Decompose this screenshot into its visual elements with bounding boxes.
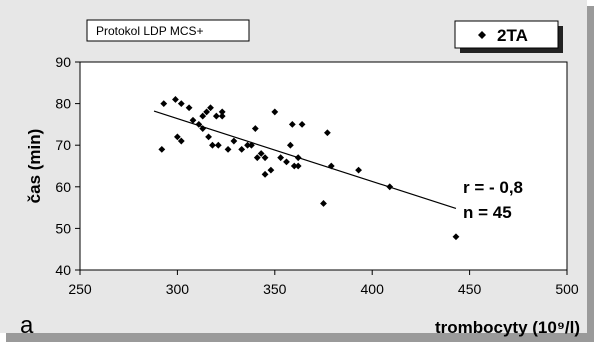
- data-point: [218, 112, 226, 120]
- data-point: [199, 125, 207, 132]
- x-axis-title: trombocyty (10⁹/l): [435, 318, 580, 337]
- data-point: [203, 108, 211, 116]
- y-axis-title: čas (min): [25, 129, 44, 204]
- y-axis: 40 50 60 70 80 90: [55, 54, 80, 278]
- data-point: [323, 129, 331, 137]
- data-point: [248, 141, 255, 149]
- x-tick-label: 350: [263, 281, 287, 297]
- data-point: [230, 137, 238, 145]
- data-point: [238, 145, 246, 153]
- data-point: [177, 100, 185, 107]
- data-point: [224, 145, 232, 153]
- panel-letter: a: [20, 312, 34, 339]
- data-point: [261, 154, 269, 162]
- data-point: [253, 154, 261, 162]
- data-point: [327, 162, 335, 170]
- x-tick-label: 450: [458, 281, 482, 297]
- data-point: [288, 121, 296, 128]
- y-tick-label: 50: [55, 220, 71, 236]
- x-tick-label: 250: [68, 281, 92, 297]
- data-point: [261, 170, 269, 178]
- legend-marker-icon: [478, 31, 486, 39]
- data-point: [294, 162, 302, 170]
- data-point: [205, 133, 212, 141]
- data-point: [355, 166, 362, 174]
- legend-label: 2TA: [497, 26, 528, 45]
- data-point: [277, 154, 285, 162]
- data-point: [290, 162, 298, 170]
- data-point: [386, 183, 394, 191]
- data-point: [257, 150, 265, 157]
- y-tick-label: 60: [55, 179, 71, 195]
- data-point: [177, 137, 185, 145]
- data-point: [212, 112, 220, 120]
- data-point: [251, 125, 259, 132]
- legend: 2TA: [454, 20, 563, 53]
- data-point: [209, 141, 216, 149]
- data-point: [298, 121, 306, 128]
- data-point: [189, 116, 197, 124]
- protocol-label: Protokol LDP MCS+: [96, 24, 204, 38]
- y-tick-label: 40: [55, 262, 71, 278]
- data-point: [283, 158, 290, 166]
- data-point: [452, 233, 460, 241]
- data-point: [199, 112, 207, 120]
- x-tick-label: 400: [361, 281, 385, 297]
- data-point: [294, 154, 302, 162]
- data-point: [207, 104, 214, 112]
- data-point: [286, 141, 294, 149]
- x-tick-label: 300: [166, 281, 190, 297]
- y-tick-label: 80: [55, 96, 71, 112]
- data-point: [244, 141, 251, 149]
- x-axis: 250 300 350 400 450 500: [68, 270, 579, 297]
- data-point: [195, 121, 203, 128]
- data-point: [174, 133, 181, 141]
- data-point: [218, 108, 226, 116]
- data-point: [158, 145, 166, 153]
- y-tick-label: 70: [55, 137, 71, 153]
- protocol-box: Protokol LDP MCS+: [86, 19, 250, 42]
- y-tick-label: 90: [55, 54, 71, 70]
- data-point: [160, 100, 168, 107]
- stat-n: n = 45: [463, 203, 512, 222]
- x-tick-label: 500: [555, 281, 579, 297]
- data-point: [320, 200, 327, 207]
- data-point: [267, 166, 275, 174]
- data-point: [271, 108, 279, 116]
- data-point: [172, 96, 179, 103]
- data-point: [185, 104, 193, 112]
- data-point: [214, 141, 222, 149]
- stat-r: r = - 0,8: [463, 178, 523, 197]
- data-points: [158, 96, 460, 241]
